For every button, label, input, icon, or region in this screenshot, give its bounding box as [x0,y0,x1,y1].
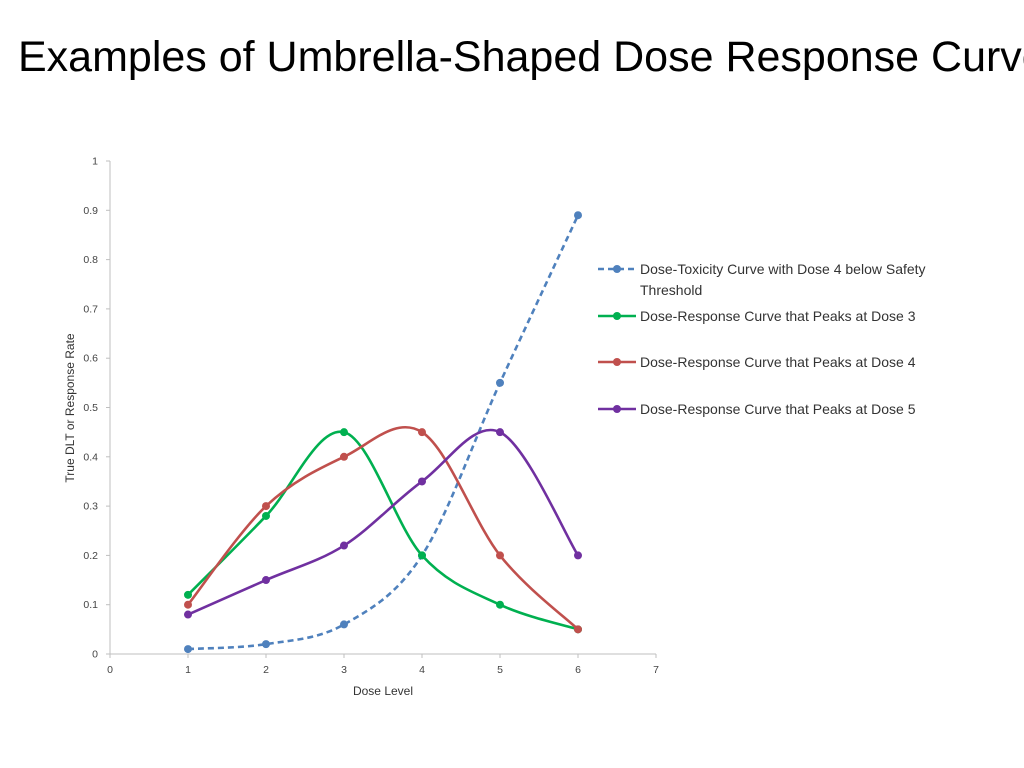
legend-swatch-marker [613,265,621,273]
y-tick-label: 0.5 [83,402,98,414]
legend-item-3: Dose-Response Curve that Peaks at Dose 4 [598,354,916,370]
series-2-point [496,600,504,609]
legend-swatch-marker [613,405,621,413]
series-4 [184,428,582,619]
series-4-line [186,428,580,616]
y-tick-label: 0.6 [83,353,98,365]
x-tick-label: 3 [341,664,347,676]
x-tick-label: 6 [575,664,581,676]
legend-swatch-marker [613,312,621,320]
y-tick-label: 1 [92,156,98,168]
series-4-point [262,576,270,585]
legend-label-line: Dose-Response Curve that Peaks at Dose 3 [640,308,916,324]
series-1-line [187,214,580,651]
chart-axes: 0 0.1 0.2 0.3 0.4 0.5 0.6 0.7 0.8 0.9 1 0 1 2 3 4 5 6 7 [83,156,659,677]
y-tick-label: 0 [92,649,98,661]
y-tick-label: 0.4 [83,451,98,463]
y-tick-label: 0.3 [83,501,98,513]
x-axis-title: Dose Level [353,684,413,698]
y-tick-label: 0.1 [83,599,98,611]
y-tick-label: 0.9 [83,205,98,217]
x-tick-label: 2 [263,664,269,676]
series-1-point [574,211,582,220]
series-2-point [340,428,348,437]
series-4-point [184,610,192,619]
series-3-point [262,502,270,511]
x-tick-label: 7 [653,664,659,676]
legend-item-2: Dose-Response Curve that Peaks at Dose 3 [598,308,916,324]
legend-label-line: Dose-Response Curve that Peaks at Dose 4 [640,354,916,370]
series-1-point [340,620,348,629]
series-2-point [418,551,426,560]
y-tick-label: 0.8 [83,254,98,266]
legend-label-line: Dose-Response Curve that Peaks at Dose 5 [640,401,916,417]
series-3 [184,425,582,634]
series-2-point [262,511,270,520]
series-1-point [262,640,270,649]
legend-item-4: Dose-Response Curve that Peaks at Dose 5 [598,401,916,417]
series-1 [184,211,582,654]
x-tick-label: 0 [107,664,113,676]
chart-legend: Dose-Toxicity Curve with Dose 4 below Sa… [598,261,926,417]
series-1-point [184,645,192,654]
series-4-point [574,551,582,560]
y-tick-label: 0.2 [83,550,98,562]
legend-label-line: Dose-Toxicity Curve with Dose 4 below Sa… [640,261,926,277]
series-4-point [496,428,504,437]
legend-label: Dose-Response Curve that Peaks at Dose 5 [640,401,916,417]
slide-title: Examples of Umbrella-Shaped Dose Respons… [18,33,1024,81]
series-3-point [574,625,582,634]
series-3-line [186,425,580,631]
series-3-point [340,452,348,461]
series-2-point [184,590,192,599]
series-4-point [418,477,426,486]
chart-series [184,211,582,654]
legend-swatch-marker [613,358,621,366]
legend-label: Dose-Response Curve that Peaks at Dose 4 [640,354,916,370]
legend-label-line: Threshold [640,282,702,298]
legend-label: Dose-Response Curve that Peaks at Dose 3 [640,308,916,324]
x-tick-label: 4 [419,664,425,676]
y-axis-title: True DLT or Response Rate [63,333,77,483]
legend-item-1: Dose-Toxicity Curve with Dose 4 below Sa… [598,261,926,298]
series-3-point [418,428,426,437]
series-4-point [340,541,348,550]
x-tick-label: 5 [497,664,503,676]
series-1-point [496,378,504,387]
legend-label: Dose-Toxicity Curve with Dose 4 below Sa… [640,261,926,298]
series-3-point [496,551,504,560]
y-tick-label: 0.7 [83,303,98,315]
series-3-point [184,600,192,609]
x-tick-label: 1 [185,664,191,676]
